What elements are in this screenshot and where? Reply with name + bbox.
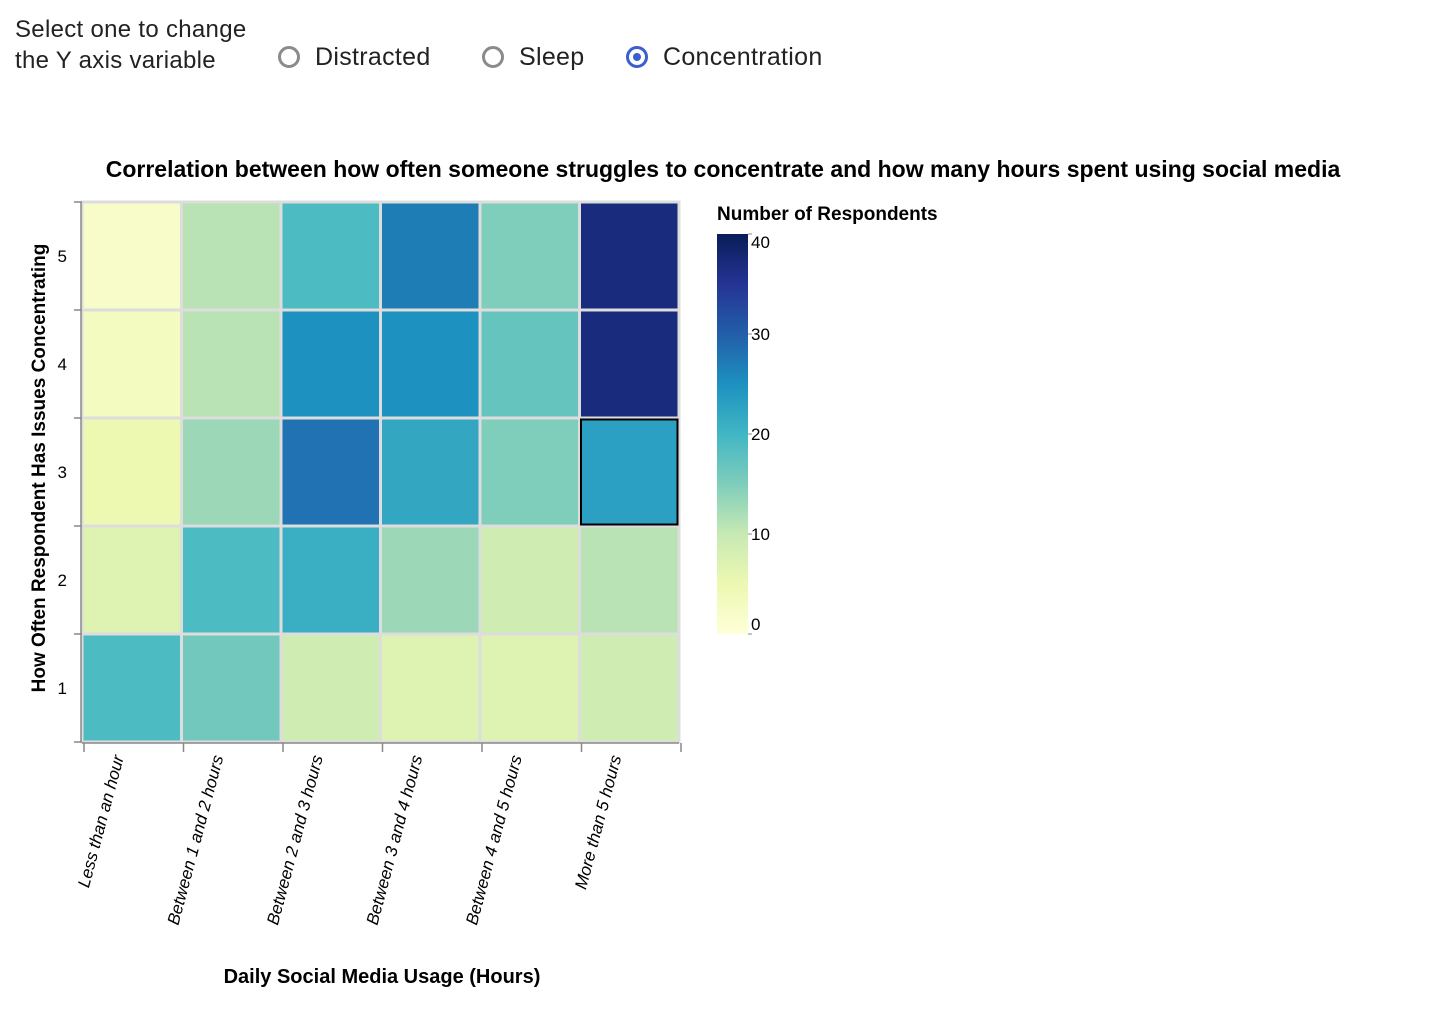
highlighted-cell-border	[580, 418, 679, 526]
heatmap-cell-4-between-3-and-4-hours[interactable]	[379, 308, 482, 420]
heatmap-cell-1-between-3-and-4-hours[interactable]	[379, 632, 482, 744]
y-axis-selector: Select one to change the Y axis variable…	[15, 14, 1015, 110]
radio-label-concentration: Concentration	[663, 42, 823, 71]
selector-prompt: Select one to change the Y axis variable	[15, 16, 247, 74]
chart-title: Correlation between how often someone st…	[106, 156, 1341, 182]
heatmap-cell-3-between-2-and-3-hours[interactable]	[279, 416, 382, 528]
radio-option-sleep[interactable]: Sleep	[482, 40, 584, 74]
heatmap-cell-4-more-than-5-hours[interactable]	[578, 308, 681, 420]
legend-tick-label-40: 40	[751, 233, 770, 252]
legend-tick-label-0: 0	[751, 615, 760, 634]
x-tick-label-less-than-an-hour: Less than an hour	[74, 752, 128, 890]
heatmap-cell-5-between-4-and-5-hours[interactable]	[478, 200, 581, 312]
heatmap-cell-3-less-than-an-hour[interactable]	[80, 416, 183, 528]
y-axis-title: How Often Respondent Has Issues Concentr…	[29, 244, 50, 693]
heatmap-cell-5-between-2-and-3-hours[interactable]	[279, 200, 382, 312]
x-tick-label-between-1-and-2-hours: Between 1 and 2 hours	[164, 753, 228, 927]
legend-ticks: 40 30 20 10 0	[748, 233, 770, 635]
legend-gradient-bar	[717, 234, 748, 634]
heatmap-cell-2-between-3-and-4-hours[interactable]	[379, 524, 482, 636]
heatmap-cell-1-less-than-an-hour[interactable]	[80, 632, 183, 744]
radio-button-concentration[interactable]	[626, 46, 648, 68]
radio-option-distracted[interactable]: Distracted	[278, 40, 431, 74]
x-axis-title: Daily Social Media Usage (Hours)	[224, 966, 541, 988]
heatmap-cell-5-more-than-5-hours[interactable]	[578, 200, 681, 312]
x-tick-label-between-2-and-3-hours: Between 2 and 3 hours	[263, 753, 327, 927]
heatmap-cell-1-between-4-and-5-hours[interactable]	[478, 632, 581, 744]
y-tick-label-1: 1	[58, 679, 67, 698]
radio-label-sleep: Sleep	[519, 42, 585, 71]
radio-button-sleep[interactable]	[482, 46, 504, 68]
legend-tick-label-10: 10	[751, 525, 770, 544]
heatmap-cell-3-more-than-5-hours[interactable]	[578, 416, 681, 528]
y-tick-label-5: 5	[58, 247, 67, 266]
x-tick-label-more-than-5-hours: More than 5 hours	[571, 753, 625, 892]
heatmap-cell-5-between-1-and-2-hours[interactable]	[180, 200, 283, 312]
heatmap-cell-1-more-than-5-hours[interactable]	[578, 632, 681, 744]
legend-title: Number of Respondents	[717, 204, 938, 225]
legend-tick-label-20: 20	[751, 425, 770, 444]
heatmap-cell-2-more-than-5-hours[interactable]	[578, 524, 681, 636]
x-axis: Less than an hour Between 1 and 2 hours Be…	[74, 742, 682, 927]
heatmap-cell-2-less-than-an-hour[interactable]	[80, 524, 183, 636]
heatmap-cell-4-between-2-and-3-hours[interactable]	[279, 308, 382, 420]
heatmap-cell-3-between-4-and-5-hours[interactable]	[478, 416, 581, 528]
x-tick-label-between-3-and-4-hours: Between 3 and 4 hours	[363, 753, 427, 927]
heatmap-cell-4-between-1-and-2-hours[interactable]	[180, 308, 283, 420]
heatmap-cell-1-between-2-and-3-hours[interactable]	[279, 632, 382, 744]
heatmap-cell-4-less-than-an-hour[interactable]	[80, 308, 183, 420]
radio-button-distracted[interactable]	[278, 46, 300, 68]
color-legend: Number of Respondents 40 30 20 10 0	[717, 204, 938, 635]
heatmap-cell-2-between-2-and-3-hours[interactable]	[279, 524, 382, 636]
y-tick-label-2: 2	[58, 571, 67, 590]
heatmap-cell-5-between-3-and-4-hours[interactable]	[379, 200, 482, 312]
legend-tick-label-30: 30	[751, 325, 770, 344]
y-tick-label-4: 4	[58, 355, 67, 374]
radio-label-distracted: Distracted	[315, 42, 431, 71]
y-axis: 5 4 3 2 1	[58, 201, 82, 743]
x-tick-label-between-4-and-5-hours: Between 4 and 5 hours	[462, 753, 526, 927]
heatmap-cell-4-between-4-and-5-hours[interactable]	[478, 308, 581, 420]
y-tick-label-3: 3	[58, 463, 67, 482]
heatmap-cell-2-between-1-and-2-hours[interactable]	[180, 524, 283, 636]
heatmap-cell-2-between-4-and-5-hours[interactable]	[478, 524, 581, 636]
heatmap-cell-3-between-1-and-2-hours[interactable]	[180, 416, 283, 528]
heatmap-cells	[80, 200, 681, 744]
heatmap-cell-5-less-than-an-hour[interactable]	[80, 200, 183, 312]
heatmap-cell-3-between-3-and-4-hours[interactable]	[379, 416, 482, 528]
heatmap-cell-1-between-1-and-2-hours[interactable]	[180, 632, 283, 744]
radio-option-concentration[interactable]: Concentration	[626, 40, 823, 74]
